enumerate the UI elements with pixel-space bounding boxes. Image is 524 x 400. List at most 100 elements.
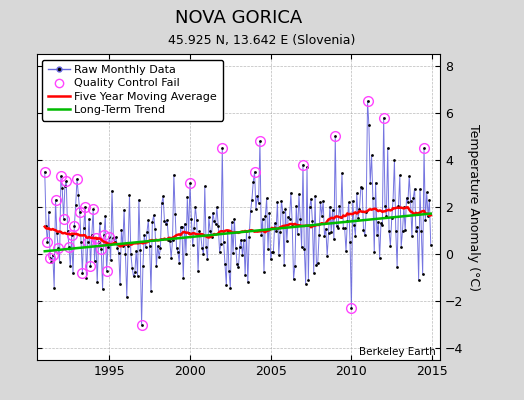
Point (199, 251, 208, 257)
Point (171, 211, 179, 217)
Point (101, 213, 110, 220)
Point (121, 250, 129, 257)
Text: Berkeley Earth: Berkeley Earth (359, 347, 436, 357)
Point (179, 275, 188, 282)
Point (92, 234, 100, 241)
Point (186, 180, 194, 187)
Point (332, 223, 341, 229)
Point (246, 208, 255, 215)
Point (252, 206, 260, 212)
Point (373, 232, 381, 239)
Point (124, 243, 133, 249)
Point (372, 179, 380, 186)
Point (57, 173, 65, 180)
Point (374, 218, 383, 225)
Point (342, 248, 350, 254)
Point (277, 198, 286, 204)
Point (227, 219, 236, 226)
Point (312, 262, 321, 269)
Point (140, 232, 148, 238)
Point (377, 220, 385, 226)
Point (263, 195, 271, 201)
Point (156, 245, 165, 252)
Point (218, 145, 226, 151)
Point (344, 199, 353, 206)
Point (113, 245, 122, 251)
Point (318, 212, 326, 219)
Point (335, 202, 344, 209)
Point (403, 199, 412, 206)
Point (381, 202, 389, 209)
Point (88, 232, 96, 238)
Point (269, 249, 278, 255)
Point (300, 246, 309, 252)
Point (315, 232, 323, 238)
Point (175, 259, 183, 266)
Point (237, 237, 245, 243)
Point (401, 227, 409, 234)
Point (386, 242, 395, 249)
Point (280, 262, 288, 268)
Point (178, 224, 186, 230)
Point (289, 276, 298, 282)
Point (221, 261, 229, 267)
Point (417, 228, 425, 234)
Point (272, 228, 280, 234)
Point (42, 223, 50, 229)
Point (174, 248, 182, 255)
Point (308, 218, 316, 224)
Point (347, 305, 356, 312)
Point (154, 242, 162, 249)
Point (214, 223, 222, 230)
Point (63, 227, 72, 234)
Point (324, 229, 333, 236)
Point (202, 243, 210, 250)
Point (416, 186, 424, 192)
Point (226, 285, 235, 292)
Text: 45.925 N, 13.642 E (Slovenia): 45.925 N, 13.642 E (Slovenia) (168, 34, 356, 47)
Point (123, 294, 131, 300)
Point (323, 253, 331, 259)
Point (69, 270, 77, 276)
Point (369, 195, 377, 202)
Point (149, 212, 158, 218)
Point (75, 208, 84, 215)
Point (135, 196, 143, 203)
Point (194, 268, 202, 274)
Point (331, 133, 340, 140)
Point (45, 208, 53, 215)
Point (172, 245, 181, 251)
Point (93, 279, 102, 286)
Point (109, 235, 117, 241)
Point (250, 168, 259, 175)
Point (56, 258, 64, 265)
Point (350, 222, 358, 228)
Point (220, 239, 228, 246)
Point (284, 214, 292, 220)
Point (393, 264, 401, 270)
Y-axis label: Temperature Anomaly (°C): Temperature Anomaly (°C) (467, 124, 480, 290)
Point (365, 122, 373, 128)
Point (183, 194, 191, 200)
Point (184, 230, 193, 236)
Point (307, 196, 315, 202)
Point (366, 180, 375, 187)
Point (117, 226, 126, 233)
Point (398, 228, 407, 234)
Point (367, 152, 376, 158)
Point (133, 272, 141, 279)
Point (211, 221, 220, 228)
Point (255, 200, 263, 206)
Point (382, 213, 390, 220)
Point (339, 225, 347, 232)
Point (232, 244, 240, 251)
Point (137, 322, 146, 328)
Point (230, 216, 238, 222)
Point (258, 216, 267, 222)
Point (61, 183, 69, 189)
Point (165, 236, 173, 243)
Point (74, 192, 83, 198)
Point (195, 228, 204, 234)
Point (291, 262, 299, 269)
Point (111, 238, 119, 245)
